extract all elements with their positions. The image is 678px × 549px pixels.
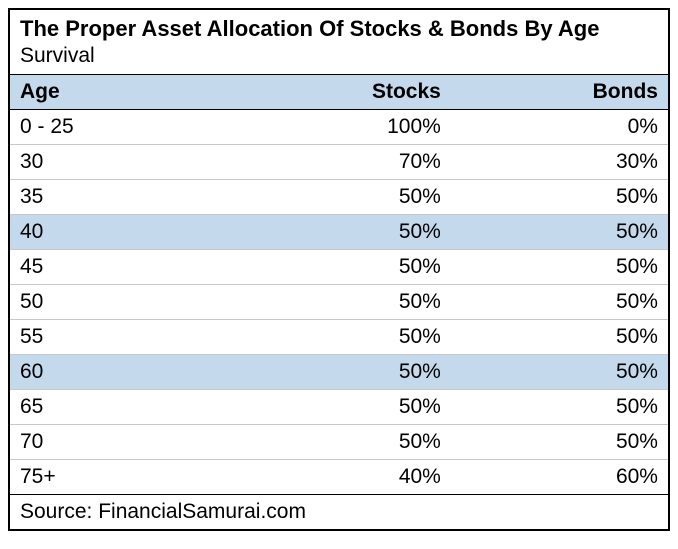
cell-age: 30 bbox=[10, 145, 234, 179]
cell-bonds: 0% bbox=[451, 110, 668, 144]
table-row: 4550%50% bbox=[10, 250, 668, 285]
cell-bonds: 50% bbox=[451, 355, 668, 389]
table-row: 0 - 25100%0% bbox=[10, 110, 668, 145]
cell-stocks: 40% bbox=[234, 460, 451, 494]
header-bonds: Bonds bbox=[451, 75, 668, 109]
cell-stocks: 50% bbox=[234, 425, 451, 459]
allocation-table: The Proper Asset Allocation Of Stocks & … bbox=[8, 8, 670, 531]
table-row: 6050%50% bbox=[10, 355, 668, 390]
table-subtitle: Survival bbox=[10, 44, 668, 75]
table-row: 7050%50% bbox=[10, 425, 668, 460]
table-row: 75+40%60% bbox=[10, 460, 668, 494]
cell-age: 70 bbox=[10, 425, 234, 459]
cell-age: 45 bbox=[10, 250, 234, 284]
cell-stocks: 50% bbox=[234, 390, 451, 424]
cell-age: 60 bbox=[10, 355, 234, 389]
cell-stocks: 70% bbox=[234, 145, 451, 179]
cell-bonds: 50% bbox=[451, 250, 668, 284]
table-row: 4050%50% bbox=[10, 215, 668, 250]
cell-age: 65 bbox=[10, 390, 234, 424]
cell-bonds: 50% bbox=[451, 320, 668, 354]
header-stocks: Stocks bbox=[234, 75, 451, 109]
table-row: 5050%50% bbox=[10, 285, 668, 320]
cell-bonds: 50% bbox=[451, 285, 668, 319]
cell-bonds: 30% bbox=[451, 145, 668, 179]
cell-age: 55 bbox=[10, 320, 234, 354]
cell-age: 40 bbox=[10, 215, 234, 249]
cell-bonds: 50% bbox=[451, 425, 668, 459]
cell-stocks: 50% bbox=[234, 355, 451, 389]
cell-age: 35 bbox=[10, 180, 234, 214]
table-header-row: Age Stocks Bonds bbox=[10, 75, 668, 110]
cell-bonds: 50% bbox=[451, 390, 668, 424]
table-row: 3070%30% bbox=[10, 145, 668, 180]
cell-stocks: 50% bbox=[234, 180, 451, 214]
table-title: The Proper Asset Allocation Of Stocks & … bbox=[10, 10, 668, 44]
cell-stocks: 100% bbox=[234, 110, 451, 144]
table-row: 6550%50% bbox=[10, 390, 668, 425]
cell-stocks: 50% bbox=[234, 285, 451, 319]
cell-age: 0 - 25 bbox=[10, 110, 234, 144]
table-body: 0 - 25100%0%3070%30%3550%50%4050%50%4550… bbox=[10, 110, 668, 494]
cell-stocks: 50% bbox=[234, 320, 451, 354]
cell-stocks: 50% bbox=[234, 250, 451, 284]
table-source: Source: FinancialSamurai.com bbox=[10, 494, 668, 529]
cell-bonds: 50% bbox=[451, 180, 668, 214]
header-age: Age bbox=[10, 75, 234, 109]
cell-age: 75+ bbox=[10, 460, 234, 494]
cell-age: 50 bbox=[10, 285, 234, 319]
table-row: 3550%50% bbox=[10, 180, 668, 215]
cell-bonds: 60% bbox=[451, 460, 668, 494]
cell-stocks: 50% bbox=[234, 215, 451, 249]
cell-bonds: 50% bbox=[451, 215, 668, 249]
table-row: 5550%50% bbox=[10, 320, 668, 355]
